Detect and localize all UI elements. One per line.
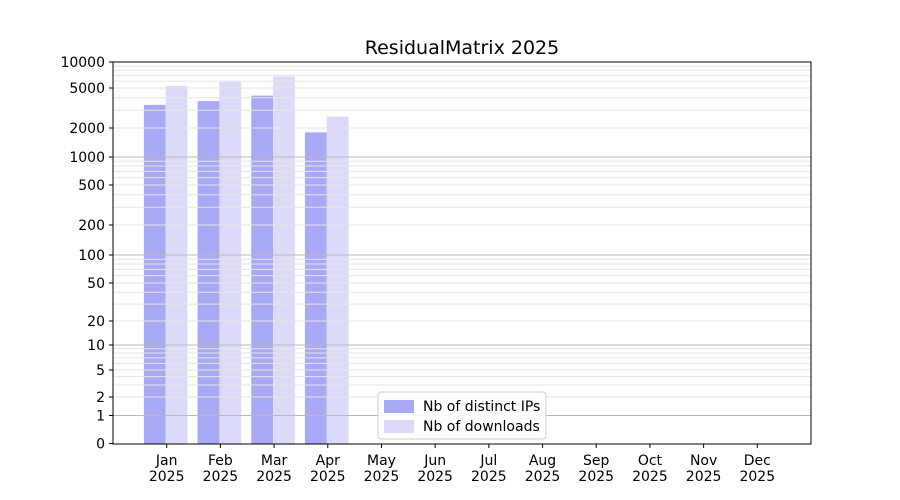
y-tick-label: 5 bbox=[96, 363, 105, 379]
y-tick-label: 5000 bbox=[69, 81, 105, 97]
x-tick-label-year: 2025 bbox=[739, 469, 775, 485]
x-tick-label-year: 2025 bbox=[578, 469, 614, 485]
x-tick-label-year: 2025 bbox=[417, 469, 453, 485]
y-tick-label: 1 bbox=[96, 409, 105, 425]
bar-downloads-mar bbox=[273, 76, 295, 444]
bar-downloads-feb bbox=[219, 81, 242, 444]
x-tick-label-year: 2025 bbox=[471, 469, 507, 485]
y-tick-label: 2 bbox=[96, 390, 105, 406]
legend-swatch-distinct-ips bbox=[384, 400, 414, 413]
x-tick-label-month: Oct bbox=[638, 453, 663, 469]
bar-ips-jan bbox=[143, 104, 166, 444]
y-tick-label: 1000 bbox=[69, 150, 105, 166]
y-tick-label: 500 bbox=[78, 178, 105, 194]
x-tick-label-year: 2025 bbox=[149, 469, 185, 485]
legend-box bbox=[377, 391, 547, 440]
chart-title: ResidualMatrix 2025 bbox=[365, 37, 559, 59]
y-tick-label: 50 bbox=[87, 276, 105, 292]
legend-label-downloads: Nb of downloads bbox=[423, 419, 540, 435]
y-tick-label: 10 bbox=[87, 338, 105, 354]
bar-ips-feb bbox=[197, 101, 220, 444]
x-tick-label-year: 2025 bbox=[310, 469, 346, 485]
x-tick-label-year: 2025 bbox=[686, 469, 722, 485]
x-tick-label-month: Aug bbox=[529, 453, 556, 469]
x-tick-label-month: Dec bbox=[744, 453, 771, 469]
axes-layer: 012510205010020050010002000500010000Jan2… bbox=[60, 55, 775, 485]
x-tick-label-year: 2025 bbox=[632, 469, 668, 485]
x-tick-label-month: Jun bbox=[423, 453, 446, 469]
bar-downloads-apr bbox=[326, 116, 349, 444]
x-tick-label-month: Mar bbox=[261, 453, 288, 469]
y-tick-label: 2000 bbox=[69, 121, 105, 137]
x-tick-label-month: Jan bbox=[155, 453, 178, 469]
y-tick-label: 100 bbox=[78, 248, 105, 264]
x-tick-label-month: Apr bbox=[316, 453, 340, 469]
x-tick-label-month: Sep bbox=[583, 453, 610, 469]
legend-swatch-downloads bbox=[384, 420, 414, 433]
x-tick-label-year: 2025 bbox=[256, 469, 292, 485]
x-tick-label-month: Nov bbox=[690, 453, 717, 469]
y-tick-label: 20 bbox=[87, 314, 105, 330]
y-tick-label: 10000 bbox=[60, 55, 105, 71]
grid-layer bbox=[113, 61, 811, 416]
bar-downloads-jan bbox=[165, 85, 188, 444]
x-tick-label-year: 2025 bbox=[203, 469, 239, 485]
x-tick-label-year: 2025 bbox=[364, 469, 400, 485]
plot-border bbox=[112, 61, 812, 445]
legend-label-distinct-ips: Nb of distinct IPs bbox=[423, 399, 540, 415]
y-tick-label: 0 bbox=[96, 437, 105, 453]
x-tick-label-month: Jul bbox=[479, 453, 497, 469]
bars-layer bbox=[143, 76, 349, 444]
x-tick-label-year: 2025 bbox=[525, 469, 561, 485]
x-tick-label-month: May bbox=[367, 453, 396, 469]
y-tick-label: 200 bbox=[78, 218, 105, 234]
bar-ips-apr bbox=[304, 132, 327, 444]
x-tick-label-month: Feb bbox=[208, 453, 233, 469]
legend: Nb of distinct IPs Nb of downloads bbox=[377, 391, 547, 440]
